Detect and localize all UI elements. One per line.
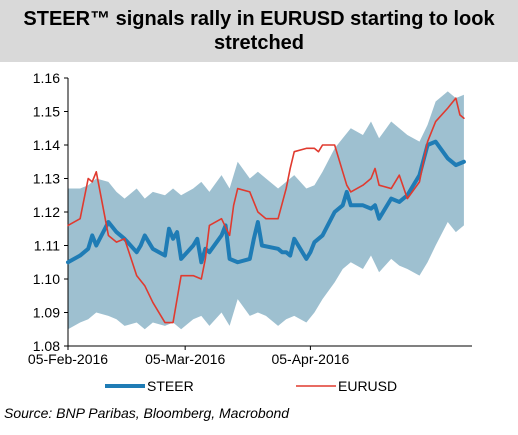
chart-title-text: STEER™ signals rally in EURUSD starting … xyxy=(23,8,495,54)
legend-label-steer: STEER xyxy=(147,378,194,394)
y-tick-label: 1.08 xyxy=(33,338,60,354)
series-line-steer xyxy=(66,139,466,265)
x-tick-label: 05-Feb-2016 xyxy=(28,351,108,367)
y-tick-label: 1.13 xyxy=(33,171,60,187)
x-tick-label: 05-Apr-2016 xyxy=(271,351,349,367)
x-tick-label: 05-Mar-2016 xyxy=(145,351,225,367)
y-tick-label: 1.09 xyxy=(33,305,60,321)
y-tick-label: 1.14 xyxy=(33,137,60,153)
y-tick-label: 1.15 xyxy=(33,104,60,120)
y-tick-label: 1.12 xyxy=(33,204,60,220)
band-layer xyxy=(68,91,464,330)
line-chart: 1.08 1.09 1.10 1.11 1.12 1.13 1.14 1.15 1.16 05-F… xyxy=(28,70,472,394)
series-line-eurusd xyxy=(67,97,465,324)
legend-label-eurusd: EURUSD xyxy=(338,378,397,394)
y-tick-label: 1.10 xyxy=(33,271,60,287)
chart-title: STEER™ signals rally in EURUSD starting … xyxy=(0,0,518,62)
y-tick-label: 1.11 xyxy=(34,238,60,254)
axis-layer: 1.08 1.09 1.10 1.11 1.12 1.13 1.14 1.15 1.16 05-F… xyxy=(28,70,472,367)
range-band xyxy=(68,91,464,330)
legend: STEER EURUSD xyxy=(105,378,397,394)
y-tick-label: 1.16 xyxy=(33,70,60,86)
source-note: Source: BNP Paribas, Bloomberg, Macrobon… xyxy=(4,405,290,421)
series-layer xyxy=(66,97,466,324)
